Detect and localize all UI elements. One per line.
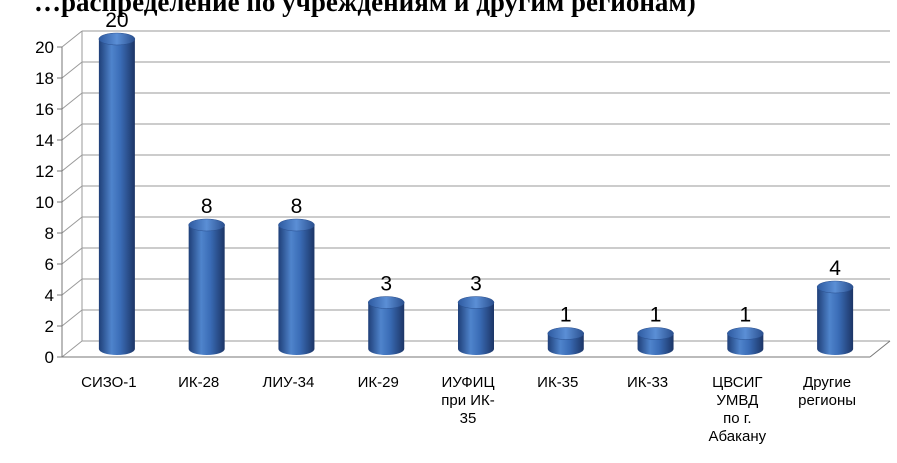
bar: [278, 218, 315, 355]
x-tick-label: ЛИУ-34: [263, 374, 315, 391]
bar-top: [727, 327, 764, 340]
y-tick-label: 0: [45, 348, 54, 367]
x-tick-label-line: ИК-28: [178, 374, 219, 391]
bar: [816, 280, 854, 355]
x-tick-label-line: 35: [460, 410, 477, 427]
x-tick-label: ИК-28: [178, 374, 219, 391]
value-label: 1: [650, 304, 662, 327]
axes: [57, 31, 891, 358]
x-tick-label: ЦВСИГ УМВД по г. Абакану: [709, 374, 767, 445]
value-label: 3: [470, 273, 482, 296]
bar: [547, 327, 585, 355]
x-tick-label-line: по г.: [723, 410, 751, 427]
value-labels: 20 8 8 3 3 1 1 1 4: [105, 9, 841, 327]
x-tick-label-line: при ИК-: [441, 392, 495, 409]
bar-top: [547, 327, 585, 340]
x-tick-label-line: ИК-33: [627, 374, 668, 391]
bar-body: [98, 39, 135, 355]
bar: [98, 32, 136, 355]
y-tick-label: 10: [35, 193, 54, 212]
y-tick-label: 6: [45, 255, 54, 274]
x-tick-label-line: ЦВСИГ: [712, 374, 762, 391]
value-label: 8: [201, 195, 213, 218]
grid-depth-line: [61, 216, 83, 234]
x-tick-label: СИЗО-1: [81, 374, 137, 391]
grid-depth-line: [61, 61, 83, 79]
value-label: 8: [291, 195, 303, 218]
x-tick-label-line: Другие: [803, 374, 851, 391]
bars: [98, 32, 854, 355]
x-tick-label: ИК-33: [627, 374, 668, 391]
x-tick-label: ИУФИЦ при ИК-35: [441, 374, 495, 427]
bar-top: [98, 32, 136, 46]
value-label: 20: [105, 9, 128, 32]
grid-depth-line: [61, 92, 83, 110]
bar-top: [637, 327, 674, 340]
grid-depth-line: [61, 340, 83, 358]
bar-body: [188, 225, 225, 355]
y-axis-ticks: 0 2 4 6 8 10 12 14 16 18 20: [35, 38, 54, 367]
grid-depth-line: [61, 247, 83, 265]
bar: [727, 327, 764, 355]
grid-depth-line: [61, 123, 83, 141]
x-tick-label-line: СИЗО-1: [81, 374, 137, 391]
y-tick-label: 4: [45, 286, 54, 305]
bar-body: [458, 302, 494, 355]
bar: [367, 296, 405, 355]
bar-top: [457, 296, 495, 309]
floor-edge: [869, 340, 891, 358]
y-tick-label: 12: [35, 162, 54, 181]
x-tick-label-line: ИУФИЦ: [441, 374, 494, 391]
grid-depth-line: [61, 278, 83, 296]
x-axis-labels: СИЗО-1 ИК-28 ЛИУ-34 ИК-29 ИУФИЦ при ИК-35 ИК-3…: [81, 374, 856, 445]
bar: [188, 218, 225, 355]
grid-depth-line: [61, 309, 83, 327]
bar-top: [816, 280, 854, 294]
y-tick-label: 20: [35, 38, 54, 57]
x-tick-label: ИК-29: [358, 374, 399, 391]
x-tick-label-line: регионы: [798, 392, 856, 409]
y-tick-label: 14: [35, 131, 54, 150]
chart-title: …распределение по учреждениям и другим р…: [34, 0, 696, 17]
bar-body: [278, 225, 315, 355]
y-tick-label: 8: [45, 224, 54, 243]
x-tick-label-line: Абакану: [709, 428, 767, 445]
x-tick-label-line: ЛИУ-34: [263, 374, 315, 391]
grid-depth-line: [61, 185, 83, 203]
bar-top: [367, 296, 405, 309]
x-tick-label: Другие регионы: [798, 374, 856, 409]
value-label: 1: [560, 304, 572, 327]
bar-top: [278, 218, 315, 232]
grid-depth-line: [61, 154, 83, 172]
bar: [457, 296, 495, 355]
bar-body: [368, 302, 405, 355]
bar: [637, 327, 674, 355]
bar-top: [188, 218, 225, 232]
y-tick-label: 18: [35, 69, 54, 88]
x-tick-label-line: УМВД: [716, 392, 758, 409]
value-label: 1: [739, 304, 751, 327]
y-tick-label: 16: [35, 100, 54, 119]
x-tick-label-line: ИК-35: [537, 374, 578, 391]
value-label: 3: [380, 273, 392, 296]
y-tick-label: 2: [45, 317, 54, 336]
x-tick-label: ИК-35: [537, 374, 578, 391]
x-tick-label-line: ИК-29: [358, 374, 399, 391]
bar-body: [817, 287, 854, 355]
grid-depth-line: [61, 30, 83, 48]
value-label: 4: [829, 257, 841, 280]
